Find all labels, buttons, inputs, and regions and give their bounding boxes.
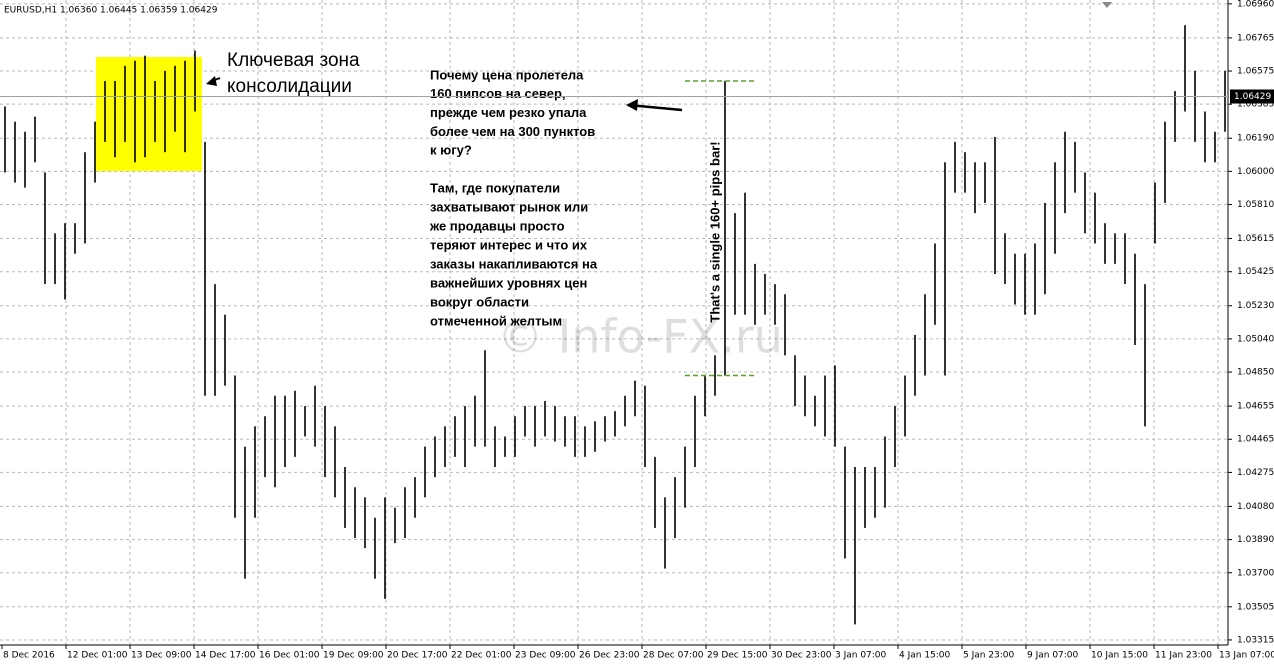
x-tick-label: 19 Dec 09:00 [323, 651, 384, 661]
y-tick-label: 1.05615 [1237, 234, 1274, 244]
x-tick-label: 28 Dec 07:00 [643, 651, 704, 661]
y-tick-label: 1.06000 [1237, 167, 1274, 177]
bar-note: That's a single 160+ pips bar! [707, 141, 722, 322]
consolidation-zone [96, 57, 202, 171]
zone-label: Ключевая зона [227, 50, 360, 71]
answer-line: захватывают рынок или [430, 199, 588, 214]
answer-line: отмеченной желтым [430, 313, 562, 328]
question-line: Почему цена пролетела [430, 67, 584, 82]
grid-layer [0, 0, 1228, 645]
x-tick-label: 20 Dec 17:00 [387, 651, 448, 661]
x-tick-label: 4 Jan 15:00 [899, 651, 951, 661]
x-tick-label: 14 Dec 17:00 [195, 651, 256, 661]
y-tick-label: 1.03890 [1237, 535, 1274, 545]
arrow-head [626, 99, 638, 111]
answer-line: вокруг области [430, 294, 529, 309]
y-tick-label: 1.05810 [1237, 200, 1274, 210]
y-tick-label: 1.06765 [1237, 33, 1274, 43]
marker [1102, 2, 1112, 8]
x-tick-label: 23 Dec 09:00 [515, 651, 576, 661]
x-tick-label: 10 Jan 15:00 [1091, 651, 1148, 661]
annotations: Ключевая зона консолидации Почему цена про… [227, 50, 598, 328]
answer-line: важнейших уровнях цен [430, 275, 587, 290]
symbol-info: EURUSD,H1 1.06360 1.06445 1.06359 1.0642… [4, 6, 218, 16]
current-price-box [1230, 89, 1274, 104]
x-tick-label: 8 Dec 2016 [3, 651, 55, 661]
x-tick-label: 26 Dec 23:00 [579, 651, 640, 661]
y-tick-label: 1.05230 [1237, 301, 1274, 311]
question-line: более чем на 300 пунктов [430, 124, 595, 139]
arrow-head [206, 76, 217, 86]
y-tick-label: 1.06960 [1237, 0, 1274, 9]
y-tick-label: 1.04275 [1237, 468, 1274, 478]
x-tick-label: 12 Dec 01:00 [67, 651, 128, 661]
x-tick-label: 5 Jan 23:00 [963, 651, 1015, 661]
y-tick-label: 1.03315 [1237, 635, 1274, 645]
y-tick-label: 1.04080 [1237, 502, 1274, 512]
question-line: прежде чем резко упала [430, 105, 587, 120]
answer-line: Там, где покупатели [430, 180, 560, 195]
x-tick-label: 13 Dec 09:00 [131, 651, 192, 661]
y-tick-label: 1.05425 [1237, 267, 1274, 277]
x-tick-label: 9 Jan 07:00 [1027, 651, 1079, 661]
y-tick-label: 1.06385 [1237, 100, 1274, 110]
answer-line: же продавцы просто [429, 218, 565, 233]
y-tick-label: 1.04850 [1237, 368, 1274, 378]
bars-layer [4, 25, 1226, 625]
answer-line: заказы накапливаются на [430, 256, 598, 271]
y-tick-label: 1.04465 [1237, 435, 1274, 445]
answer-line: теряют интерес и что их [430, 237, 588, 252]
x-tick-label: 16 Dec 01:00 [259, 651, 320, 661]
y-tick-label: 1.05040 [1237, 334, 1274, 344]
question-line: к югу? [430, 143, 472, 158]
y-tick-label: 1.06190 [1237, 134, 1274, 144]
x-tick-label: 30 Dec 23:00 [771, 651, 832, 661]
x-tick-label: 3 Jan 07:00 [835, 651, 887, 661]
y-tick-label: 1.03700 [1237, 568, 1274, 578]
y-tick-label: 1.04655 [1237, 402, 1274, 412]
y-tick-label: 1.03505 [1237, 602, 1274, 612]
zone-label: консолидации [227, 76, 352, 97]
x-tick-label: 29 Dec 15:00 [707, 651, 768, 661]
question-line: 160 пипсов на север, [430, 86, 566, 101]
x-tick-label: 22 Dec 01:00 [451, 651, 512, 661]
current-price-label: 1.06429 [1234, 92, 1271, 102]
y-tick-label: 1.06575 [1237, 67, 1274, 77]
x-tick-label: 11 Jan 23:00 [1155, 651, 1212, 661]
x-tick-label: 13 Jan 07:00 [1219, 651, 1274, 661]
watermark: © Info-FX.ru [497, 310, 783, 364]
